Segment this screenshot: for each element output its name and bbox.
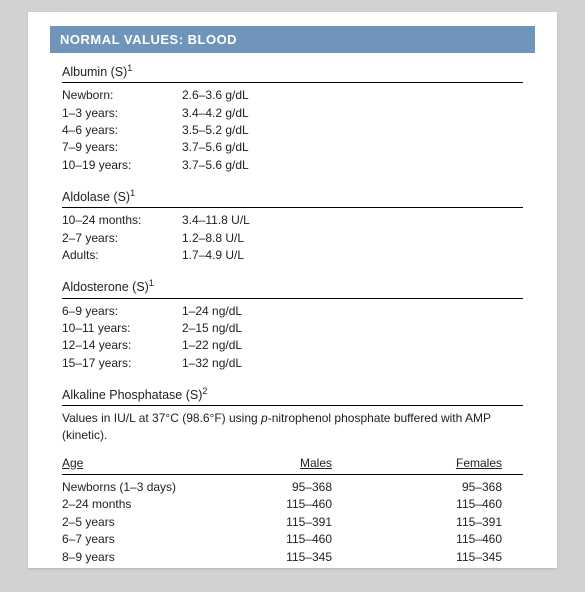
cell-males: 115–460: [232, 496, 372, 513]
section: Aldolase (S)1 10–24 months:3.4–11.8 U/L2–…: [54, 188, 531, 264]
row-value: 2–15 ng/dL: [182, 320, 523, 337]
table-row: Newborns (1–3 days)95–36895–368: [62, 479, 523, 496]
row-label: 4–6 years:: [62, 122, 182, 139]
row-label: Adults:: [62, 247, 182, 264]
table-row: 2–5 years115–391115–391: [62, 514, 523, 531]
col-head-females: Females: [372, 455, 512, 472]
value-row: 15–17 years:1–32 ng/dL: [62, 355, 523, 372]
row-value: 2.6–3.6 g/dL: [182, 87, 523, 104]
value-row: 1–3 years:3.4–4.2 g/dL: [62, 105, 523, 122]
row-value: 3.4–4.2 g/dL: [182, 105, 523, 122]
row-value: 3.7–5.6 g/dL: [182, 139, 523, 156]
section-title: Aldolase (S)1: [62, 188, 523, 204]
value-row: 10–24 months:3.4–11.8 U/L: [62, 212, 523, 229]
cell-females: 115–391: [372, 514, 512, 531]
row-label: 1–3 years:: [62, 105, 182, 122]
value-row: 4–6 years:3.5–5.2 g/dL: [62, 122, 523, 139]
cell-males: 115–345: [232, 549, 372, 566]
divider: [62, 298, 523, 299]
value-row: 2–7 years:1.2–8.8 U/L: [62, 230, 523, 247]
cell-females: 115–460: [372, 496, 512, 513]
row-label: 10–19 years:: [62, 157, 182, 174]
row-label: 6–9 years:: [62, 303, 182, 320]
divider: [62, 82, 523, 83]
cell-females: 95–368: [372, 479, 512, 496]
cell-females: 115–345: [372, 549, 512, 566]
alkphos-table: Age Males Females Newborns (1–3 days)95–…: [62, 455, 523, 566]
table-row: 8–9 years115–345115–345: [62, 549, 523, 566]
cell-age: 6–7 years: [62, 531, 232, 548]
value-row: 10–11 years:2–15 ng/dL: [62, 320, 523, 337]
value-row: 6–9 years:1–24 ng/dL: [62, 303, 523, 320]
row-value: 3.7–5.6 g/dL: [182, 157, 523, 174]
row-label: 7–9 years:: [62, 139, 182, 156]
row-value: 3.5–5.2 g/dL: [182, 122, 523, 139]
cell-males: 115–460: [232, 531, 372, 548]
divider: [62, 474, 523, 475]
row-value: 1–32 ng/dL: [182, 355, 523, 372]
section-title: Aldosterone (S)1: [62, 278, 523, 294]
row-label: 15–17 years:: [62, 355, 182, 372]
row-label: 10–24 months:: [62, 212, 182, 229]
note-text: Values in IU/L at 37°C (98.6°F) using p-…: [62, 410, 523, 442]
cell-age: 2–5 years: [62, 514, 232, 531]
value-row: Adults:1.7–4.9 U/L: [62, 247, 523, 264]
row-value: 3.4–11.8 U/L: [182, 212, 523, 229]
row-value: 1–24 ng/dL: [182, 303, 523, 320]
cell-age: 2–24 months: [62, 496, 232, 513]
row-value: 1–22 ng/dL: [182, 337, 523, 354]
cell-age: 8–9 years: [62, 549, 232, 566]
section-alkaline-phosphatase: Alkaline Phosphatase (S)2 Values in IU/L…: [54, 386, 531, 566]
col-head-males: Males: [232, 455, 372, 472]
section: Aldosterone (S)1 6–9 years:1–24 ng/dL10–1…: [54, 278, 531, 372]
divider: [62, 405, 523, 406]
section-title: Alkaline Phosphatase (S)2: [62, 386, 523, 402]
value-row: Newborn:2.6–3.6 g/dL: [62, 87, 523, 104]
table-head: Age Males Females: [62, 455, 523, 472]
divider: [62, 207, 523, 208]
row-label: 2–7 years:: [62, 230, 182, 247]
section-title: Albumin (S)1: [62, 63, 523, 79]
cell-males: 95–368: [232, 479, 372, 496]
table-row: 2–24 months115–460115–460: [62, 496, 523, 513]
cell-males: 115–391: [232, 514, 372, 531]
col-head-age: Age: [62, 455, 232, 472]
row-label: 12–14 years:: [62, 337, 182, 354]
value-row: 12–14 years:1–22 ng/dL: [62, 337, 523, 354]
value-row: 10–19 years:3.7–5.6 g/dL: [62, 157, 523, 174]
row-label: Newborn:: [62, 87, 182, 104]
row-value: 1.7–4.9 U/L: [182, 247, 523, 264]
table-row: 6–7 years115–460115–460: [62, 531, 523, 548]
cell-age: Newborns (1–3 days): [62, 479, 232, 496]
page: NORMAL VALUES: BLOOD Albumin (S)1 Newborn…: [28, 12, 557, 568]
header-bar: NORMAL VALUES: BLOOD: [50, 26, 535, 53]
section: Albumin (S)1 Newborn:2.6–3.6 g/dL1–3 year…: [54, 63, 531, 174]
row-label: 10–11 years:: [62, 320, 182, 337]
cell-females: 115–460: [372, 531, 512, 548]
row-value: 1.2–8.8 U/L: [182, 230, 523, 247]
value-row: 7–9 years:3.7–5.6 g/dL: [62, 139, 523, 156]
